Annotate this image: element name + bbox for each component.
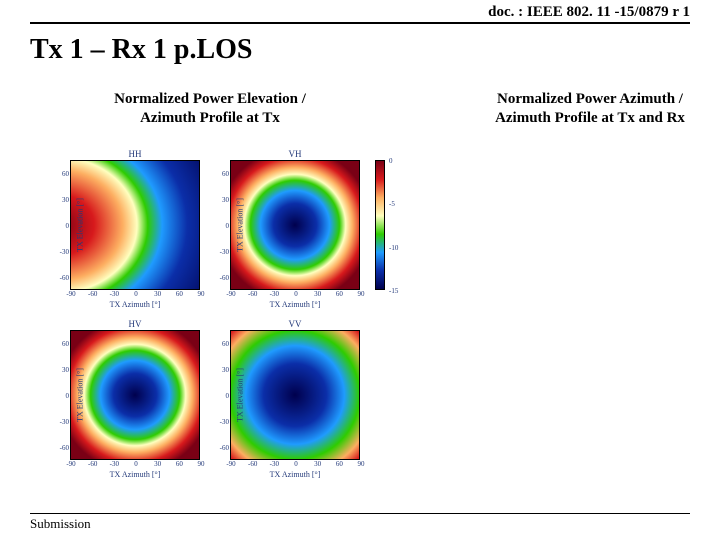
- y-tick: -30: [60, 248, 69, 256]
- subtitle-right: Normalized Power Azimuth / Azimuth Profi…: [440, 90, 720, 128]
- y-tick: -60: [60, 444, 69, 452]
- y-tick: 30: [62, 196, 69, 204]
- x-tick: -90: [226, 460, 235, 468]
- x-tick: -30: [270, 460, 279, 468]
- x-tick: 90: [358, 460, 365, 468]
- subtitle-right-l2: Azimuth Profile at Tx and Rx: [495, 110, 685, 126]
- y-tick: -30: [60, 418, 69, 426]
- colorbar-tick: -5: [389, 200, 395, 208]
- x-axis-label: TX Azimuth [°]: [71, 300, 199, 309]
- colorbar-tick: -15: [389, 287, 398, 295]
- panel-title: HV: [71, 319, 199, 329]
- subtitle-left-l2: Azimuth Profile at Tx: [140, 110, 280, 126]
- y-tick: -30: [220, 248, 229, 256]
- y-tick: 0: [66, 392, 70, 400]
- y-tick: 0: [226, 222, 230, 230]
- y-tick: -60: [220, 444, 229, 452]
- doc-id: doc. : IEEE 802. 11 -15/0879 r 1: [488, 4, 690, 21]
- x-tick: -60: [248, 290, 257, 298]
- y-tick: -60: [60, 274, 69, 282]
- panel-title: VV: [231, 319, 359, 329]
- panel-title: VH: [231, 149, 359, 159]
- x-tick: 60: [336, 460, 343, 468]
- x-tick: -30: [110, 290, 119, 298]
- x-tick: 0: [294, 460, 298, 468]
- x-tick: 90: [358, 290, 365, 298]
- y-tick: 60: [222, 340, 229, 348]
- x-axis-label: TX Azimuth [°]: [71, 470, 199, 479]
- heatmap-panel-vv: VVTX Elevation [°]TX Azimuth [°]-60-3003…: [230, 330, 360, 460]
- page-title: Tx 1 – Rx 1 p.LOS: [30, 34, 253, 66]
- x-tick: -60: [248, 460, 257, 468]
- rule-bottom: [30, 513, 690, 515]
- y-tick: 30: [62, 366, 69, 374]
- x-tick: 60: [176, 460, 183, 468]
- rule-top: [30, 22, 690, 24]
- heatmap-panel-hh: HHTX Elevation [°]TX Azimuth [°]-60-3003…: [70, 160, 200, 290]
- x-tick: 30: [314, 460, 321, 468]
- colorbar-tick: -10: [389, 244, 398, 252]
- colorbar: 0-5-10-15: [375, 160, 385, 290]
- x-tick: 60: [336, 290, 343, 298]
- y-tick: 0: [226, 392, 230, 400]
- y-tick: 30: [222, 196, 229, 204]
- x-tick: -30: [270, 290, 279, 298]
- colorbar-tick: 0: [389, 157, 393, 165]
- x-tick: 90: [198, 460, 205, 468]
- y-axis-label: TX Elevation [°]: [75, 368, 84, 422]
- subtitle-left: Normalized Power Elevation / Azimuth Pro…: [60, 90, 360, 128]
- heatmap-panel-hv: HVTX Elevation [°]TX Azimuth [°]-60-3003…: [70, 330, 200, 460]
- y-tick: 30: [222, 366, 229, 374]
- subtitle-left-l1: Normalized Power Elevation /: [114, 91, 306, 107]
- x-tick: 30: [314, 290, 321, 298]
- subtitle-right-l1: Normalized Power Azimuth /: [497, 91, 683, 107]
- x-axis-label: TX Azimuth [°]: [231, 470, 359, 479]
- y-tick: 60: [222, 170, 229, 178]
- y-axis-label: TX Elevation [°]: [75, 198, 84, 252]
- x-tick: -60: [88, 290, 97, 298]
- y-axis-label: TX Elevation [°]: [235, 198, 244, 252]
- panel-title: HH: [71, 149, 199, 159]
- figure-grid: HH TX Elevation [°] TX Azimuth [°] -60 -30 0 3…: [30, 145, 410, 485]
- footer-text: Submission: [30, 516, 91, 532]
- x-tick: 30: [154, 290, 161, 298]
- x-tick: -90: [66, 290, 75, 298]
- x-tick: 90: [198, 290, 205, 298]
- y-tick: 0: [66, 222, 70, 230]
- x-tick: 0: [134, 290, 138, 298]
- y-tick: -60: [220, 274, 229, 282]
- heatmap-panel-vh: VHTX Elevation [°]TX Azimuth [°]-60-3003…: [230, 160, 360, 290]
- y-axis-label: TX Elevation [°]: [235, 368, 244, 422]
- y-tick: -30: [220, 418, 229, 426]
- x-tick: 30: [154, 460, 161, 468]
- y-tick: 60: [62, 170, 69, 178]
- x-tick: -60: [88, 460, 97, 468]
- x-tick: -90: [66, 460, 75, 468]
- x-tick: -30: [110, 460, 119, 468]
- x-axis-label: TX Azimuth [°]: [231, 300, 359, 309]
- x-tick: 0: [134, 460, 138, 468]
- x-tick: 60: [176, 290, 183, 298]
- x-tick: -90: [226, 290, 235, 298]
- x-tick: 0: [294, 290, 298, 298]
- y-tick: 60: [62, 340, 69, 348]
